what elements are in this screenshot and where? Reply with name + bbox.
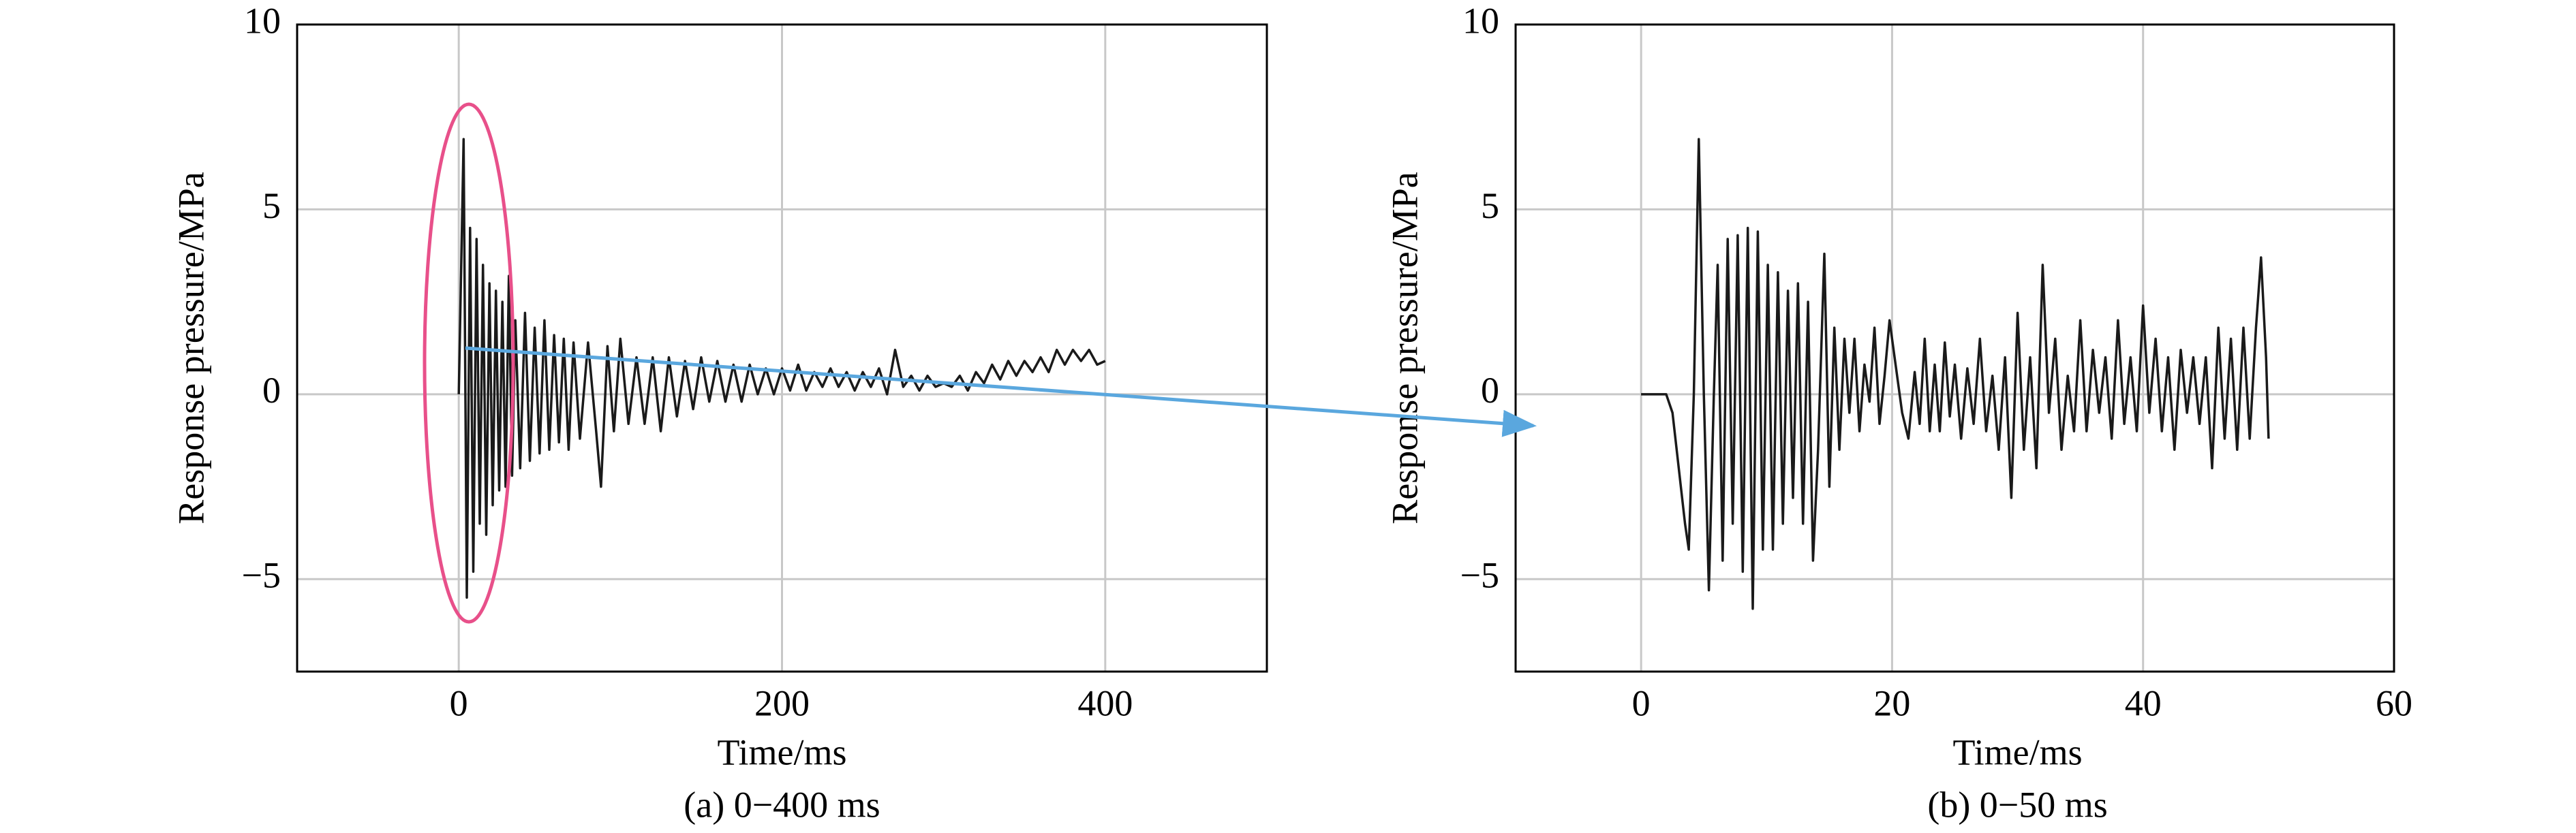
- y-axis-label: Response pressure/MPa: [1384, 172, 1425, 524]
- plot-frame: [296, 23, 1268, 673]
- x-tick-label: 200: [754, 682, 810, 723]
- x-axis-label: Time/ms: [717, 732, 846, 772]
- x-tick-label: 0: [1632, 682, 1651, 723]
- x-tick-label: 60: [2376, 682, 2412, 723]
- x-tick-label: 0: [450, 682, 468, 723]
- zoom-arrow: [465, 346, 1537, 437]
- caption: (b) 0−50 ms: [1927, 784, 2107, 825]
- x-tick-label: 40: [2125, 682, 2162, 723]
- y-tick-label: 0: [1481, 370, 1499, 411]
- x-axis-label: Time/ms: [1953, 732, 2083, 772]
- y-tick-label: 5: [262, 185, 281, 226]
- y-tick-label: 5: [1481, 185, 1499, 226]
- data-line: [457, 138, 1106, 599]
- x-tick-label: 400: [1077, 682, 1133, 723]
- x-tick-label: 20: [1873, 682, 1910, 723]
- y-axis-label: Response pressure/MPa: [170, 172, 211, 524]
- data-line: [1641, 138, 2270, 610]
- y-tick-label: 0: [262, 370, 281, 411]
- caption: (a) 0−400 ms: [684, 784, 880, 825]
- plot-frame: [1514, 23, 2395, 673]
- y-tick-label: −5: [1460, 555, 1499, 596]
- y-tick-label: −5: [242, 555, 281, 596]
- y-tick-label: 10: [244, 0, 281, 41]
- highlight-ellipse: [423, 102, 515, 624]
- y-tick-label: 10: [1462, 0, 1499, 41]
